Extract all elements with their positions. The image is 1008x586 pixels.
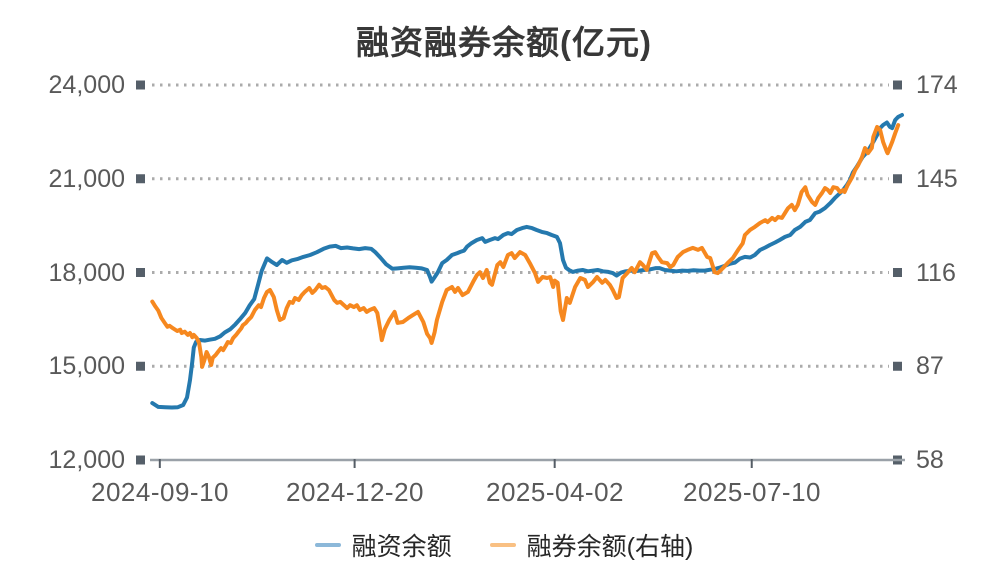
left-axis-label: 21,000 — [48, 165, 125, 193]
legend-item-financing-balance: 融资余额 — [314, 527, 452, 563]
right-axis-label: 87 — [916, 352, 944, 380]
line-marker-icon — [489, 543, 516, 547]
x-axis-label: 2025-04-02 — [486, 477, 624, 507]
legend-label: 融券余额(右轴) — [526, 533, 694, 561]
right-axis-label: 145 — [916, 165, 958, 193]
right-axis-label: 58 — [916, 446, 944, 474]
x-axis-label: 2024-09-10 — [91, 477, 229, 507]
left-axis-label: 12,000 — [48, 446, 125, 474]
x-axis-label: 2025-07-10 — [683, 477, 821, 507]
line-marker-icon — [314, 543, 341, 547]
left-axis-label: 24,000 — [48, 71, 125, 99]
right-axis-label: 116 — [916, 259, 956, 287]
chart-legend: 融资余额 融券余额(右轴) — [0, 527, 1008, 563]
x-axis-label: 2024-12-20 — [286, 477, 424, 507]
left-axis-label: 18,000 — [48, 259, 125, 287]
chart-title: 融资融券余额(亿元) — [356, 24, 652, 61]
legend-label: 融资余额 — [351, 533, 452, 561]
right-axis-label: 174 — [916, 71, 958, 99]
legend-item-securities-lending-balance: 融券余额(右轴) — [489, 527, 694, 563]
left-axis-label: 15,000 — [48, 352, 125, 380]
